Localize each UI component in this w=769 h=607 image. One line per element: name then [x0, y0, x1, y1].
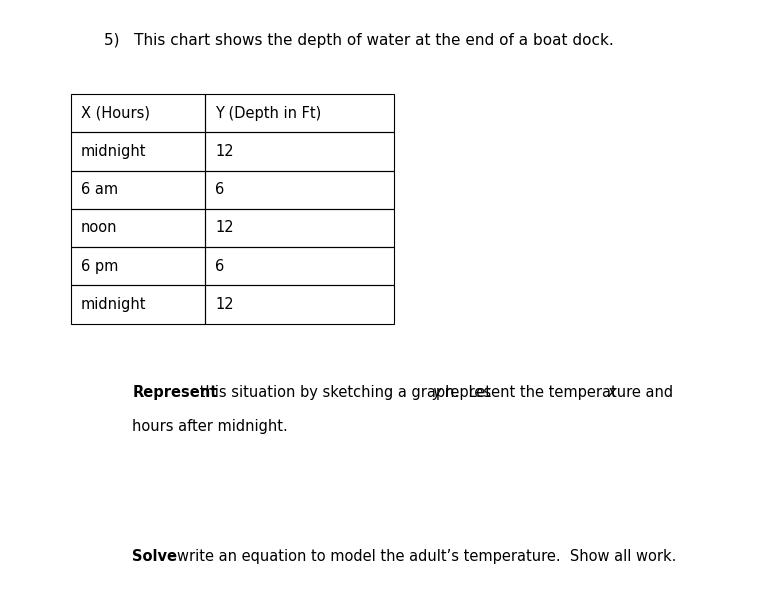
- Text: –write an equation to model the adult’s temperature.  Show all work.: –write an equation to model the adult’s …: [165, 549, 677, 565]
- Text: 12: 12: [215, 220, 234, 236]
- Text: 6 am: 6 am: [81, 182, 118, 197]
- Text: noon: noon: [81, 220, 117, 236]
- Text: y: y: [432, 385, 441, 401]
- Text: Represent: Represent: [132, 385, 218, 401]
- Text: 12: 12: [215, 297, 234, 312]
- Text: midnight: midnight: [81, 297, 146, 312]
- Text: 12: 12: [215, 144, 234, 159]
- Text: x: x: [608, 385, 616, 401]
- Text: Solve: Solve: [132, 549, 178, 565]
- Text: 6: 6: [215, 182, 225, 197]
- Text: midnight: midnight: [81, 144, 146, 159]
- Text: Y (Depth in Ft): Y (Depth in Ft): [215, 106, 321, 121]
- Text: X (Hours): X (Hours): [81, 106, 150, 121]
- Text: 5)   This chart shows the depth of water at the end of a boat dock.: 5) This chart shows the depth of water a…: [104, 33, 614, 49]
- Text: 6 pm: 6 pm: [81, 259, 118, 274]
- Text: represent the temperature and: represent the temperature and: [440, 385, 677, 401]
- Text: 6: 6: [215, 259, 225, 274]
- Text: this situation by sketching a graph.  Let: this situation by sketching a graph. Let: [195, 385, 496, 401]
- Text: hours after midnight.: hours after midnight.: [132, 419, 288, 434]
